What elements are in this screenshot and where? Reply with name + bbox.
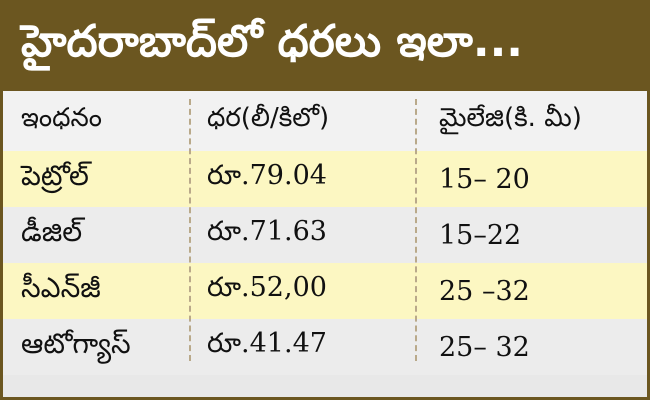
- footer-strip: [3, 375, 647, 397]
- fuel-name: సీఎన్‌జీ: [21, 271, 101, 304]
- fuel-name: డీజిల్: [21, 215, 83, 248]
- table-row: డీజిల్ రూ.71.63 15–22: [3, 207, 647, 263]
- table-row: పెట్రోల్ రూ.79.04 15– 20: [3, 151, 647, 207]
- column-divider: [415, 99, 417, 361]
- header-mileage: మైలేజి(కి. మీ): [439, 103, 582, 133]
- column-divider: [189, 99, 191, 361]
- fuel-price: రూ.52,00: [207, 272, 327, 303]
- header-fuel: ఇంధనం: [21, 103, 102, 133]
- fuel-mileage: 15–22: [439, 219, 522, 251]
- fuel-name: పెట్రోల్: [21, 159, 89, 192]
- fuel-price: రూ.79.04: [207, 160, 327, 191]
- fuel-name: ఆటోగ్యాస్: [21, 327, 131, 360]
- fuel-mileage: 15– 20: [439, 163, 530, 195]
- fuel-mileage: 25 –32: [439, 275, 530, 307]
- table-row: ఆటోగ్యాస్ రూ.41.47 25– 32: [3, 319, 647, 375]
- fuel-mileage: 25– 32: [439, 331, 530, 363]
- card-title: హైదరాబాద్‌లో ధరలు ఇలా...: [3, 3, 647, 91]
- table-header-row: ఇంధనం ధర(లీ/కిలో) మైలేజి(కి. మీ): [3, 91, 647, 151]
- fuel-price: రూ.41.47: [207, 328, 327, 359]
- price-table: ఇంధనం ధర(లీ/కిలో) మైలేజి(కి. మీ) పెట్రోల…: [3, 91, 647, 375]
- table-row: సీఎన్‌జీ రూ.52,00 25 –32: [3, 263, 647, 319]
- fuel-price: రూ.71.63: [207, 216, 327, 247]
- header-price: ధర(లీ/కిలో): [207, 103, 330, 133]
